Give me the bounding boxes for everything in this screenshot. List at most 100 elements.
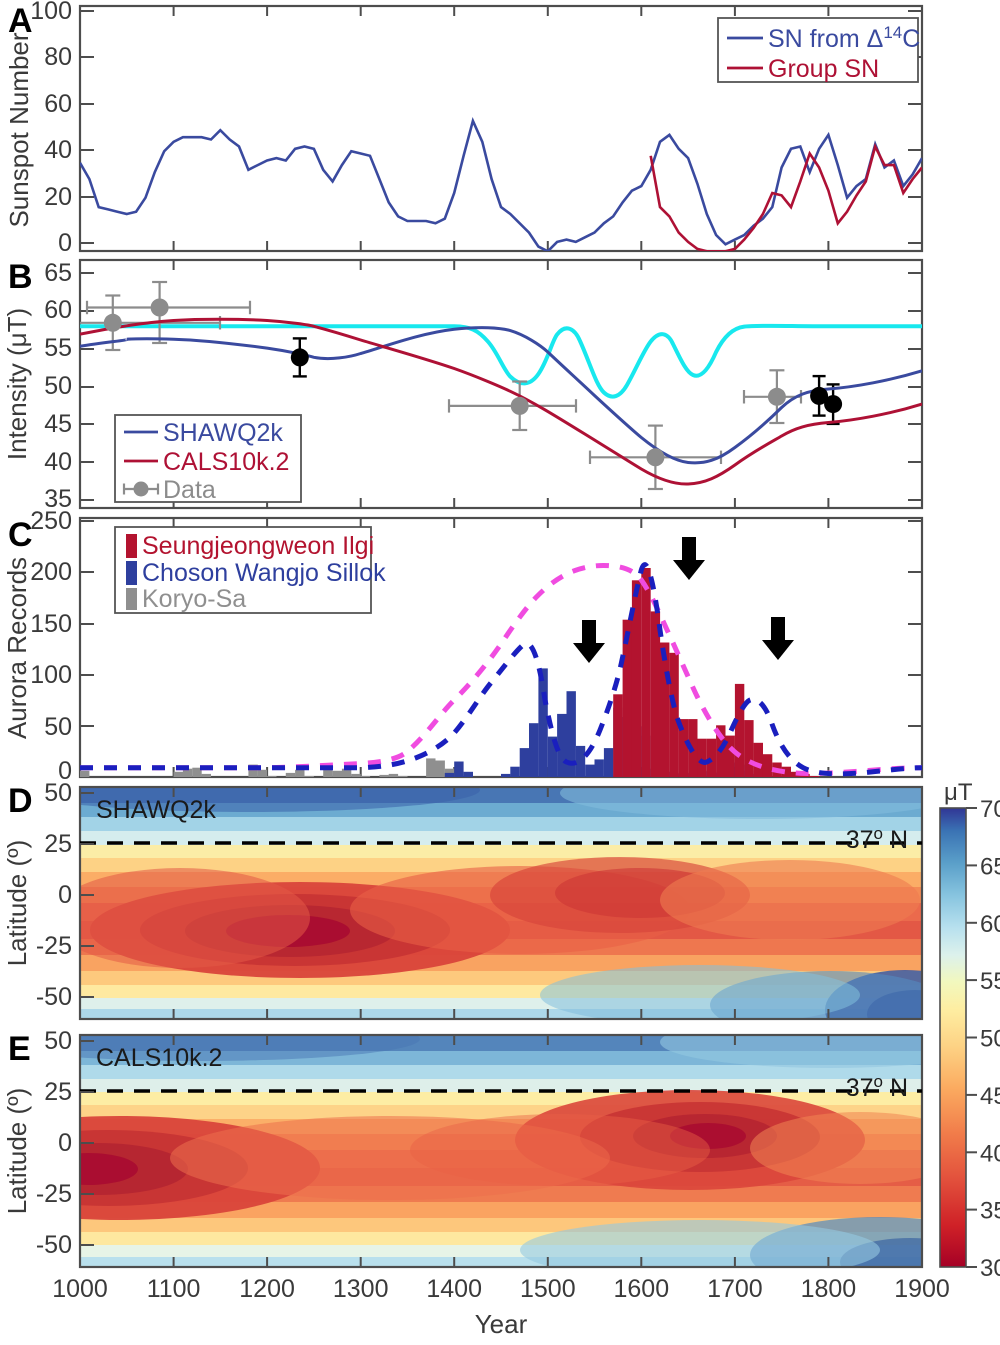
panel-E-model-label: CALS10k.2	[96, 1044, 222, 1072]
panel-A-xticks	[79, 6, 923, 251]
panel-D-letter: D	[8, 782, 33, 820]
panel-A-data	[80, 117, 922, 251]
ytick-label: 25	[44, 1078, 72, 1106]
bars-koryo-sa	[80, 758, 455, 777]
panel-B-frame	[78, 258, 924, 510]
legend-swatch-koryo-sa	[126, 588, 137, 610]
xtick-label: 1800	[801, 1275, 857, 1303]
panel-D-xticks	[172, 787, 830, 1019]
ytick-label: 65	[44, 259, 72, 287]
ytick-label: -50	[36, 983, 72, 1011]
panel-E: E 50 25 0 -25 -50 Latitude (º)	[2, 1027, 950, 1339]
ytick-label: 50	[44, 713, 72, 741]
ytick-label: 0	[58, 229, 72, 257]
panel-B-letter: B	[8, 258, 33, 296]
ytick-label: -25	[36, 932, 72, 960]
legend-swatch-choson-wangjo-sillok	[126, 561, 137, 585]
panel-B-yticklabels: 65 60 55 50 45 40 35	[44, 259, 72, 513]
ytick-label: 100	[30, 0, 72, 25]
panel-B-ylabel: Intensity (μT)	[2, 308, 32, 460]
panel-A-letter: A	[8, 2, 33, 40]
ytick-label: 0	[58, 1129, 72, 1157]
legend-swatch-seungjeongweon-ilgi	[126, 534, 137, 558]
colorbar-tick-label: 65	[980, 853, 1000, 880]
series-shawq2k	[80, 326, 922, 465]
ytick-label: 40	[44, 448, 72, 476]
ytick-label: 80	[44, 43, 72, 71]
ytick-label: 200	[30, 558, 72, 586]
colorbar-ticklabels: 70 65 60 55 50 45 40 35 30	[980, 796, 1000, 1282]
panel-C-legend: Seungjeongweon Ilgi Choson Wangjo Sillok…	[114, 526, 386, 614]
panel-C-letter: C	[8, 516, 33, 554]
ytick-label: 60	[44, 296, 72, 324]
panel-A-yticklabels: 100 80 60 40 20 0	[30, 0, 72, 257]
ytick-label: 35	[44, 485, 72, 513]
panel-C: C 250 200 150 100 50 0 Aurora Records	[2, 507, 924, 785]
ytick-label: 50	[44, 1027, 72, 1055]
panel-C-bars	[80, 562, 922, 777]
legend-label-cals10k2: CALS10k.2	[163, 448, 289, 476]
envelope-blue	[80, 562, 922, 777]
series-vadm-cyan	[80, 323, 922, 399]
panel-B: B 65 60 55 50 45 40 35 Intensity (μT)	[2, 258, 924, 513]
panel-B-xticks	[172, 260, 830, 508]
bars-seungjeongweon-ilgi	[613, 568, 820, 777]
ytick-label: 250	[30, 507, 72, 535]
legend-label-shawq2k: SHAWQ2k	[163, 419, 283, 447]
ytick-label: 50	[44, 779, 72, 807]
panel-A-yticks	[80, 10, 922, 244]
xtick-label: 1100	[147, 1275, 201, 1303]
panel-E-yticks	[80, 1040, 94, 1246]
data-point	[824, 395, 843, 414]
xaxis-label: Year	[475, 1309, 528, 1339]
panel-C-ylabel: Aurora Records	[2, 557, 32, 739]
xtick-label: 1200	[239, 1275, 295, 1303]
ytick-label: 20	[44, 183, 72, 211]
panel-D-yticklabels: 50 25 0 -25 -50	[36, 779, 72, 1011]
colorbar-gradient	[939, 807, 967, 1268]
arrow-1650-icon	[673, 537, 705, 580]
colorbar-tick-label: 45	[980, 1083, 1000, 1110]
data-point	[103, 313, 122, 332]
data-point	[290, 348, 309, 367]
xtick-label: 1900	[894, 1275, 950, 1303]
legend-label-seungjeongweon-ilgi: Seungjeongweon Ilgi	[142, 532, 374, 560]
panel-E-xticks	[172, 1035, 830, 1267]
data-point	[150, 298, 169, 317]
xtick-label: 1500	[520, 1275, 576, 1303]
legend-marker-data	[133, 481, 149, 497]
panel-D-yticks	[80, 792, 94, 998]
panel-D-model-label: SHAWQ2k	[96, 796, 216, 824]
data-errorbars-gray	[80, 280, 803, 491]
panel-E-heatmap	[80, 1035, 922, 1267]
ytick-label: 100	[30, 661, 72, 689]
panel-B-legend: SHAWQ2k CALS10k.2 Data	[114, 414, 302, 504]
colorbar: μT 70 65 60 55 50 45 40 35 30	[939, 779, 1000, 1282]
ytick-label: 55	[44, 334, 72, 362]
legend-box	[717, 17, 919, 83]
xtick-label: 1700	[707, 1275, 763, 1303]
panel-A-frame	[78, 4, 924, 253]
ytick-label: 25	[44, 830, 72, 858]
colorbar-tick-label: 35	[980, 1198, 1000, 1225]
data-point	[767, 387, 786, 406]
envelope-magenta	[80, 562, 922, 776]
ytick-label: 45	[44, 410, 72, 438]
panel-E-letter: E	[8, 1030, 31, 1068]
legend-box	[114, 526, 372, 614]
panel-C-arrows	[573, 537, 794, 663]
colorbar-tick-label: 40	[980, 1140, 1000, 1167]
panel-D-heatmap	[80, 787, 922, 1019]
panel-E-latitude-label: 37o N	[846, 1072, 908, 1102]
xtick-label: 1400	[426, 1275, 482, 1303]
ytick-label: 50	[44, 372, 72, 400]
legend-label-choson-wangjo-sillok: Choson Wangjo Sillok	[142, 559, 386, 587]
ytick-label: 40	[44, 136, 72, 164]
colorbar-tick-label: 70	[980, 796, 1000, 823]
panel-D-frame	[78, 785, 924, 1021]
panel-D-ylabel: Latitude (º)	[2, 840, 32, 967]
arrow-1750-icon	[762, 617, 794, 660]
colorbar-tick-label: 50	[980, 1026, 1000, 1053]
legend-label-sn-from-c14: SN from Δ14C	[768, 23, 920, 53]
panel-D-latitude-label: 37o N	[846, 824, 908, 854]
